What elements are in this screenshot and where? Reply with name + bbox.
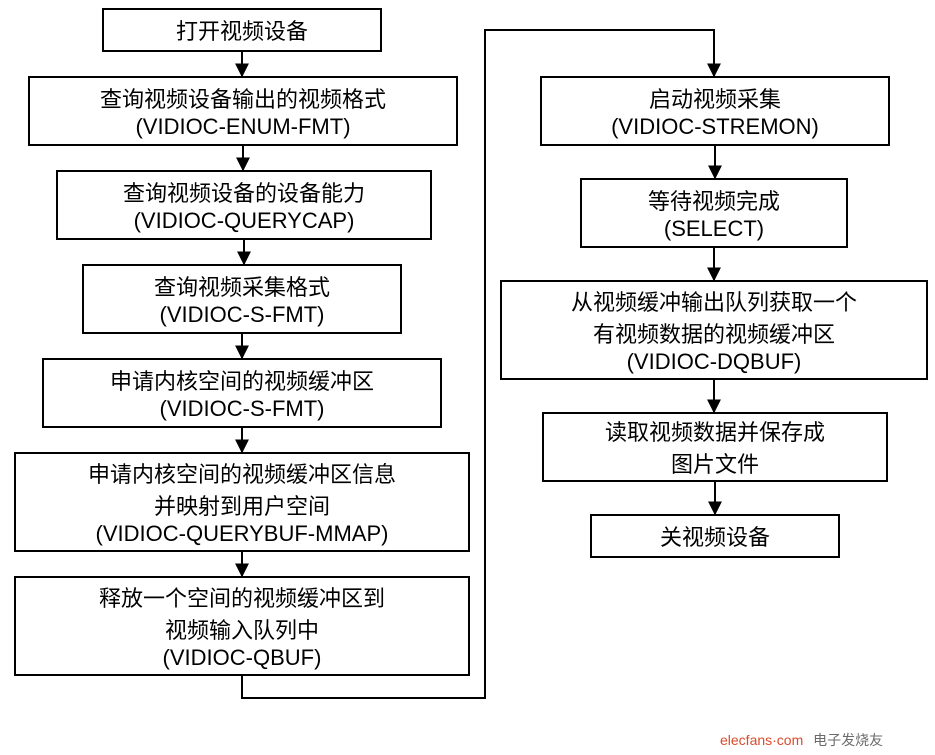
flow-node-n1: 打开视频设备 — [102, 8, 382, 52]
flow-node-n1-line-0: 打开视频设备 — [176, 14, 308, 46]
flow-node-n5-line-0: 申请内核空间的视频缓冲区 — [110, 364, 374, 396]
flow-node-n2-line-1: (VIDIOC-ENUM-FMT) — [135, 114, 350, 140]
flow-node-n7-line-0: 释放一个空间的视频缓冲区到 — [99, 581, 385, 613]
flow-node-n9: 等待视频完成(SELECT) — [580, 178, 848, 248]
flow-node-n9-line-1: (SELECT) — [664, 216, 764, 242]
flow-node-n4-line-0: 查询视频采集格式 — [154, 270, 330, 302]
flow-node-n11-line-0: 读取视频数据并保存成 — [605, 415, 825, 447]
flow-node-n6-line-1: 并映射到用户空间 — [154, 489, 330, 521]
flow-node-n7-line-1: 视频输入队列中 — [165, 613, 319, 645]
flow-node-n11-line-1: 图片文件 — [671, 447, 759, 479]
flow-node-n12-line-0: 关视频设备 — [660, 520, 770, 552]
flow-node-n3-line-1: (VIDIOC-QUERYCAP) — [134, 208, 355, 234]
flow-node-n7: 释放一个空间的视频缓冲区到视频输入队列中(VIDIOC-QBUF) — [14, 576, 470, 676]
flow-node-n8: 启动视频采集(VIDIOC-STREMON) — [540, 76, 890, 146]
watermark: elecfans·com 电子发烧友 — [720, 730, 883, 750]
flow-node-n6-line-2: (VIDIOC-QUERYBUF-MMAP) — [96, 521, 389, 547]
flow-node-n5-line-1: (VIDIOC-S-FMT) — [160, 396, 325, 422]
flow-node-n11: 读取视频数据并保存成图片文件 — [542, 412, 888, 482]
flow-node-n10: 从视频缓冲输出队列获取一个有视频数据的视频缓冲区(VIDIOC-DQBUF) — [500, 280, 928, 380]
flow-node-n10-line-1: 有视频数据的视频缓冲区 — [593, 317, 835, 349]
flow-node-n10-line-2: (VIDIOC-DQBUF) — [627, 349, 802, 375]
flowchart-canvas: 打开视频设备查询视频设备输出的视频格式(VIDIOC-ENUM-FMT)查询视频… — [0, 0, 935, 755]
flow-node-n7-line-2: (VIDIOC-QBUF) — [163, 645, 322, 671]
watermark-right: 电子发烧友 — [813, 732, 883, 748]
flow-node-n2: 查询视频设备输出的视频格式(VIDIOC-ENUM-FMT) — [28, 76, 458, 146]
flow-node-n3-line-0: 查询视频设备的设备能力 — [123, 176, 365, 208]
flow-node-n4: 查询视频采集格式(VIDIOC-S-FMT) — [82, 264, 402, 334]
flow-node-n4-line-1: (VIDIOC-S-FMT) — [160, 302, 325, 328]
flow-node-n8-line-0: 启动视频采集 — [649, 82, 781, 114]
flow-node-n10-line-0: 从视频缓冲输出队列获取一个 — [571, 285, 857, 317]
flow-node-n2-line-0: 查询视频设备输出的视频格式 — [100, 82, 386, 114]
watermark-left: elecfans·com — [720, 732, 803, 748]
flow-node-n8-line-1: (VIDIOC-STREMON) — [611, 114, 819, 140]
flow-node-n12: 关视频设备 — [590, 514, 840, 558]
flow-node-n6-line-0: 申请内核空间的视频缓冲区信息 — [88, 457, 396, 489]
flow-node-n3: 查询视频设备的设备能力(VIDIOC-QUERYCAP) — [56, 170, 432, 240]
flow-node-n5: 申请内核空间的视频缓冲区(VIDIOC-S-FMT) — [42, 358, 442, 428]
flow-node-n6: 申请内核空间的视频缓冲区信息并映射到用户空间(VIDIOC-QUERYBUF-M… — [14, 452, 470, 552]
flow-node-n9-line-0: 等待视频完成 — [648, 184, 780, 216]
